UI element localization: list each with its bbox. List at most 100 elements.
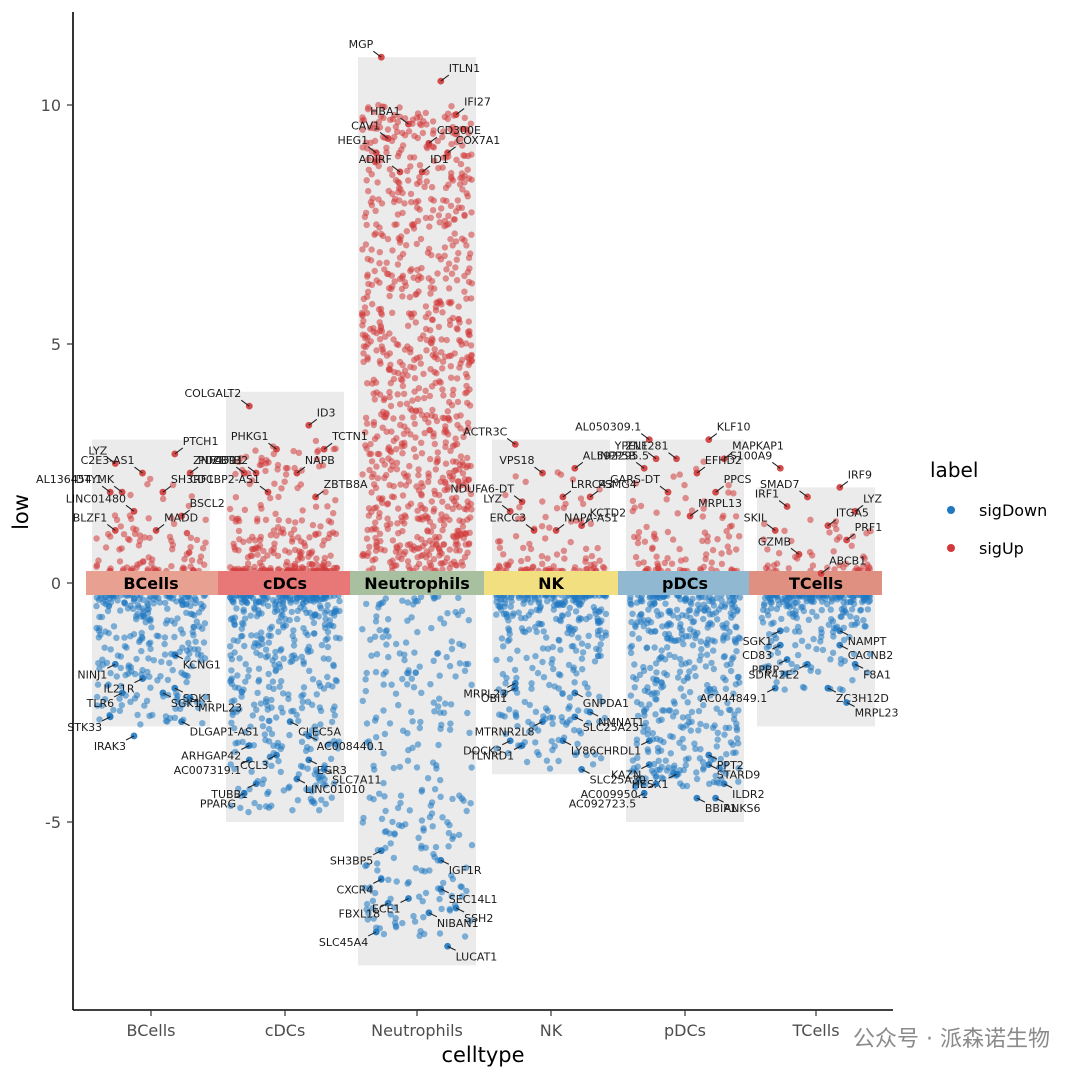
point-sigdown <box>778 615 785 623</box>
point-sigdown <box>148 624 155 631</box>
gene-label-actr3c: ACTR3C <box>463 425 507 438</box>
point-sigup <box>364 526 371 534</box>
point-sigup <box>421 429 428 437</box>
band-label: pDCs <box>662 574 708 593</box>
point-sigdown <box>265 632 272 639</box>
point-sigdown <box>105 681 112 688</box>
point-sigdown <box>139 635 146 642</box>
point-sigup <box>235 515 242 522</box>
point-sigup <box>392 446 400 453</box>
point-sigup <box>399 414 406 421</box>
point-sigup <box>447 300 454 307</box>
point-sigup <box>359 246 366 253</box>
point-sigdown <box>712 689 719 696</box>
point-sigdown <box>239 738 246 746</box>
point-sigup <box>441 113 448 121</box>
point-sigup <box>384 515 391 522</box>
point-sigup <box>286 549 293 556</box>
point-sigup <box>360 116 368 124</box>
point-sigdown <box>429 823 436 830</box>
point-sigup <box>399 517 406 525</box>
point-sigdown <box>695 727 702 734</box>
point-sigdown <box>259 640 266 648</box>
point-sigdown <box>693 775 701 783</box>
point-sigdown <box>316 807 323 814</box>
point-sigdown <box>680 640 687 648</box>
point-sigdown <box>143 697 151 704</box>
point-sigup <box>418 411 426 418</box>
point-sigdown <box>590 603 597 611</box>
point-sigup <box>417 501 424 509</box>
gene-label-arhgap42: ARHGAP42 <box>181 750 241 763</box>
point-sigdown <box>526 728 533 735</box>
point-sigup <box>389 537 397 544</box>
point-sigup <box>681 481 688 489</box>
point-sigdown <box>583 751 590 759</box>
point-sigup <box>446 546 453 553</box>
point-sigup <box>389 557 396 564</box>
point-sigup <box>399 492 407 499</box>
point-sigup <box>466 386 473 393</box>
point-sigdown <box>379 634 386 641</box>
point-sigdown <box>314 769 321 776</box>
point-sigup <box>428 195 435 203</box>
point-sigup <box>396 358 404 366</box>
point-sigdown <box>794 651 802 659</box>
leader-line <box>778 500 788 507</box>
point-sigdown <box>792 611 799 618</box>
point-sigup <box>370 328 377 335</box>
point-sigdown <box>317 721 324 728</box>
point-sigdown <box>652 680 659 687</box>
point-sigdown <box>493 598 500 606</box>
point-sigup <box>362 139 370 146</box>
point-sigdown <box>572 608 580 615</box>
point-sigdown <box>575 707 582 714</box>
point-sigup <box>365 280 372 288</box>
point-sigdown <box>200 639 208 646</box>
point-sigdown <box>437 793 444 800</box>
point-sigdown <box>279 690 287 697</box>
point-sigdown <box>759 664 767 671</box>
point-sigdown <box>94 681 102 688</box>
point-sigup <box>325 534 332 542</box>
point-sigup <box>413 290 420 298</box>
point-sigup <box>442 443 449 451</box>
point-sigup <box>168 537 175 545</box>
point-sigdown <box>665 764 672 771</box>
point-sigup <box>381 474 388 482</box>
leader-line <box>790 547 800 555</box>
point-sigdown <box>635 635 643 642</box>
point-sigdown <box>807 667 814 674</box>
point-sigdown <box>596 693 603 700</box>
point-sigdown <box>717 755 724 763</box>
point-sigdown <box>147 684 154 691</box>
point-sigdown <box>538 620 545 628</box>
point-sigup <box>583 565 591 572</box>
point-sigup <box>439 133 446 141</box>
point-sigdown <box>96 716 103 723</box>
point-sigdown <box>404 681 411 688</box>
point-sigup <box>426 223 433 230</box>
point-sigdown <box>231 649 238 656</box>
point-sigup <box>824 564 831 571</box>
point-sigup <box>395 184 403 192</box>
point-sigdown <box>558 600 565 607</box>
point-sigdown <box>581 680 589 687</box>
point-sigdown <box>595 652 602 659</box>
point-sigup <box>358 309 366 317</box>
point-sigup <box>809 562 817 569</box>
gene-label-colgalt2: COLGALT2 <box>184 387 241 400</box>
point-sigup <box>386 292 393 300</box>
point-sigup <box>700 458 707 465</box>
point-sigdown <box>276 683 283 690</box>
legend-key-sigdown <box>947 506 955 514</box>
gene-label-irf1: IRF1 <box>755 488 779 501</box>
point-sigdown <box>117 664 125 672</box>
point-sigup <box>418 480 425 487</box>
point-sigdown <box>404 599 411 606</box>
point-sigdown <box>528 685 535 692</box>
point-sigup <box>363 535 371 542</box>
point-sigdown <box>304 765 311 772</box>
point-sigup <box>127 491 134 499</box>
